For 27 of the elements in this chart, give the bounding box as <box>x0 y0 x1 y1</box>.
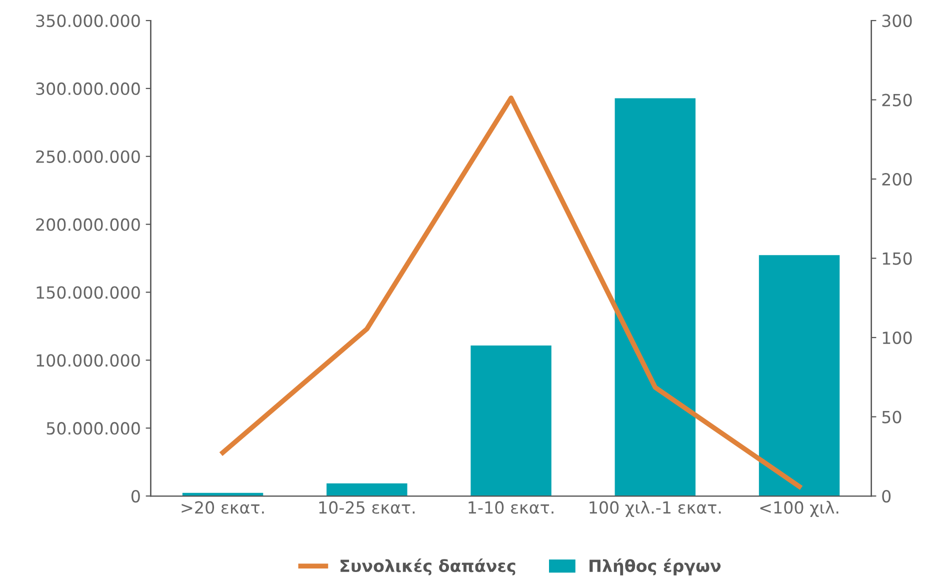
x-tick-label: 1-10 εκατ. <box>468 501 554 514</box>
x-tick-label: >20 εκατ. <box>182 501 264 514</box>
y-tick-label: 150.000.000 <box>36 286 140 299</box>
bar <box>326 483 408 496</box>
y2-tick-label: 0 <box>882 490 891 503</box>
bar <box>614 98 696 496</box>
y2-tick-label: 250 <box>882 94 912 106</box>
x-tick-label: 100 χιλ.-1 εκατ. <box>590 500 721 518</box>
y2-tick-label: 50 <box>882 410 902 424</box>
x-tick-label: 10-25 εκατ. <box>319 501 415 514</box>
y2-tick-label: 100 <box>882 331 912 344</box>
y-tick-label: 250.000.000 <box>36 150 140 163</box>
y-tick-label: 50.000.000 <box>46 422 140 435</box>
y2-tick-label: 150 <box>882 252 912 265</box>
y-tick-label: 100.000.000 <box>36 354 140 367</box>
y2-tick-label: 300 <box>882 14 912 28</box>
y-tick-label: 200.000.000 <box>36 218 140 231</box>
bar <box>758 255 840 496</box>
y-tick-label: 300.000.000 <box>36 82 140 96</box>
y-tick-label: 350.000.000 <box>36 14 140 28</box>
bar <box>470 345 552 496</box>
y2-tick-label: 200 <box>882 172 912 186</box>
legend-label: Πλήθος έργων <box>590 558 721 576</box>
line-series <box>220 96 802 489</box>
legend-label: Συνολικές δαπάνες <box>340 558 516 576</box>
y-tick-label: 0 <box>131 490 140 503</box>
x-tick-label: <100 χιλ. <box>760 500 838 518</box>
